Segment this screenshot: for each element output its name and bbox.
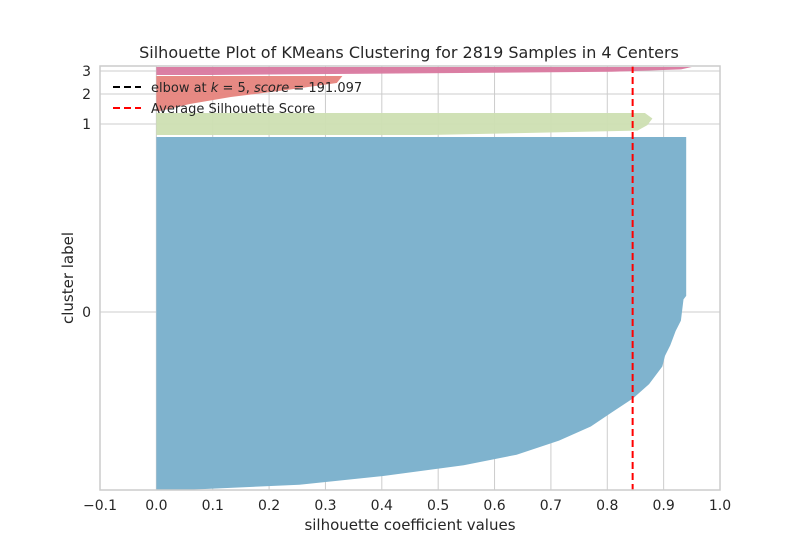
plot-frame	[99, 65, 721, 491]
legend-elbow-k-eq: = 5,	[218, 81, 254, 96]
x-tick-label: 1.0	[709, 498, 731, 514]
cluster-3-silhouette	[156, 67, 692, 75]
x-tick-label: 0.2	[258, 498, 280, 514]
x-tick-label: 0.8	[596, 498, 618, 514]
legend-elbow-score: score	[254, 81, 289, 96]
legend-elbow-k: k	[211, 81, 219, 96]
x-tick-label: 0.6	[483, 498, 505, 514]
x-tick-label: 0.1	[202, 498, 224, 514]
legend: elbow at k = 5, score = 191.097 Average …	[113, 81, 362, 117]
y-tick-label: 0	[82, 305, 91, 321]
legend-elbow-score-eq: = 191.097	[289, 81, 362, 96]
x-tick-label: 0.5	[427, 498, 449, 514]
legend-elbow-prefix: elbow at	[151, 81, 211, 96]
x-tick-label: 0.9	[653, 498, 675, 514]
y-tick-label: 3	[82, 64, 91, 80]
x-tick-labels: −0.1 0.0 0.1 0.2 0.3 0.4 0.5 0.6 0.7 0.8 0.9 1.0	[83, 498, 731, 514]
silhouette-bars	[156, 67, 692, 490]
y-axis-label: cluster label	[59, 232, 77, 324]
chart-title: Silhouette Plot of KMeans Clustering for…	[139, 43, 679, 62]
y-tick-label: 2	[82, 87, 91, 103]
y-tick-labels: 0 1 2 3	[82, 64, 91, 321]
x-axis-label: silhouette coefficient values	[304, 516, 515, 534]
cluster-0-silhouette	[156, 137, 687, 490]
cluster-1-silhouette	[156, 113, 653, 135]
x-tick-label: 0.4	[371, 498, 393, 514]
legend-avg-label: Average Silhouette Score	[151, 102, 315, 117]
y-tick-label: 1	[82, 117, 91, 133]
legend-elbow-label: elbow at k = 5, score = 191.097	[151, 81, 362, 96]
cluster-2-silhouette	[156, 76, 343, 111]
x-tick-label: 0.0	[145, 498, 167, 514]
x-tick-label: 0.3	[314, 498, 336, 514]
x-tick-label: −0.1	[83, 498, 117, 514]
x-tick-label: 0.7	[540, 498, 562, 514]
